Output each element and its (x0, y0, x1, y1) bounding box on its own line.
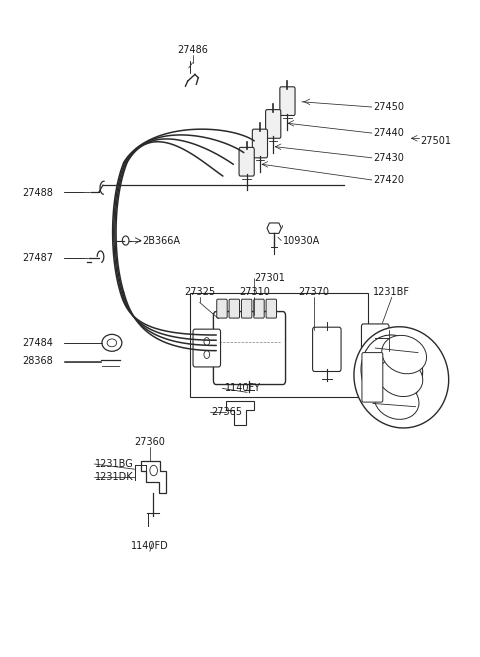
Text: 27501: 27501 (420, 136, 451, 146)
Ellipse shape (382, 335, 427, 374)
Ellipse shape (374, 381, 419, 419)
Ellipse shape (378, 358, 423, 397)
Text: 27430: 27430 (373, 153, 404, 163)
FancyBboxPatch shape (217, 299, 227, 318)
Text: 27440: 27440 (373, 128, 404, 138)
FancyBboxPatch shape (254, 299, 264, 318)
FancyBboxPatch shape (266, 299, 276, 318)
Text: 27484: 27484 (22, 338, 53, 348)
Text: 27365: 27365 (212, 407, 242, 417)
Text: 27310: 27310 (239, 287, 270, 297)
Text: 27487: 27487 (22, 253, 53, 263)
Text: 27450: 27450 (373, 102, 404, 112)
Text: 27325: 27325 (184, 287, 215, 297)
FancyBboxPatch shape (241, 299, 252, 318)
Text: 27420: 27420 (373, 175, 404, 185)
FancyBboxPatch shape (239, 147, 254, 176)
Text: 1231BG: 1231BG (96, 459, 134, 469)
Text: 10930A: 10930A (283, 236, 320, 246)
FancyBboxPatch shape (361, 324, 389, 367)
Text: 1231DK: 1231DK (96, 472, 134, 482)
FancyBboxPatch shape (252, 129, 267, 158)
Text: 1140FY: 1140FY (225, 384, 261, 394)
FancyBboxPatch shape (193, 329, 220, 367)
Text: 2B366A: 2B366A (143, 236, 181, 246)
Ellipse shape (102, 334, 122, 351)
FancyBboxPatch shape (312, 327, 341, 371)
FancyBboxPatch shape (214, 311, 286, 384)
FancyBboxPatch shape (229, 299, 240, 318)
Ellipse shape (361, 335, 422, 407)
Bar (190, 292, 368, 397)
Text: 1231BF: 1231BF (373, 287, 410, 297)
Ellipse shape (107, 339, 117, 347)
FancyBboxPatch shape (362, 353, 383, 402)
Text: 27301: 27301 (254, 273, 285, 283)
Text: 27360: 27360 (134, 437, 165, 447)
Text: 1140FD: 1140FD (131, 541, 169, 551)
Text: 27370: 27370 (298, 287, 329, 297)
FancyBboxPatch shape (280, 87, 295, 116)
Text: 27486: 27486 (177, 45, 208, 55)
Text: 28368: 28368 (22, 356, 52, 366)
FancyBboxPatch shape (265, 110, 281, 138)
Text: 27488: 27488 (22, 188, 53, 198)
Ellipse shape (354, 327, 449, 428)
